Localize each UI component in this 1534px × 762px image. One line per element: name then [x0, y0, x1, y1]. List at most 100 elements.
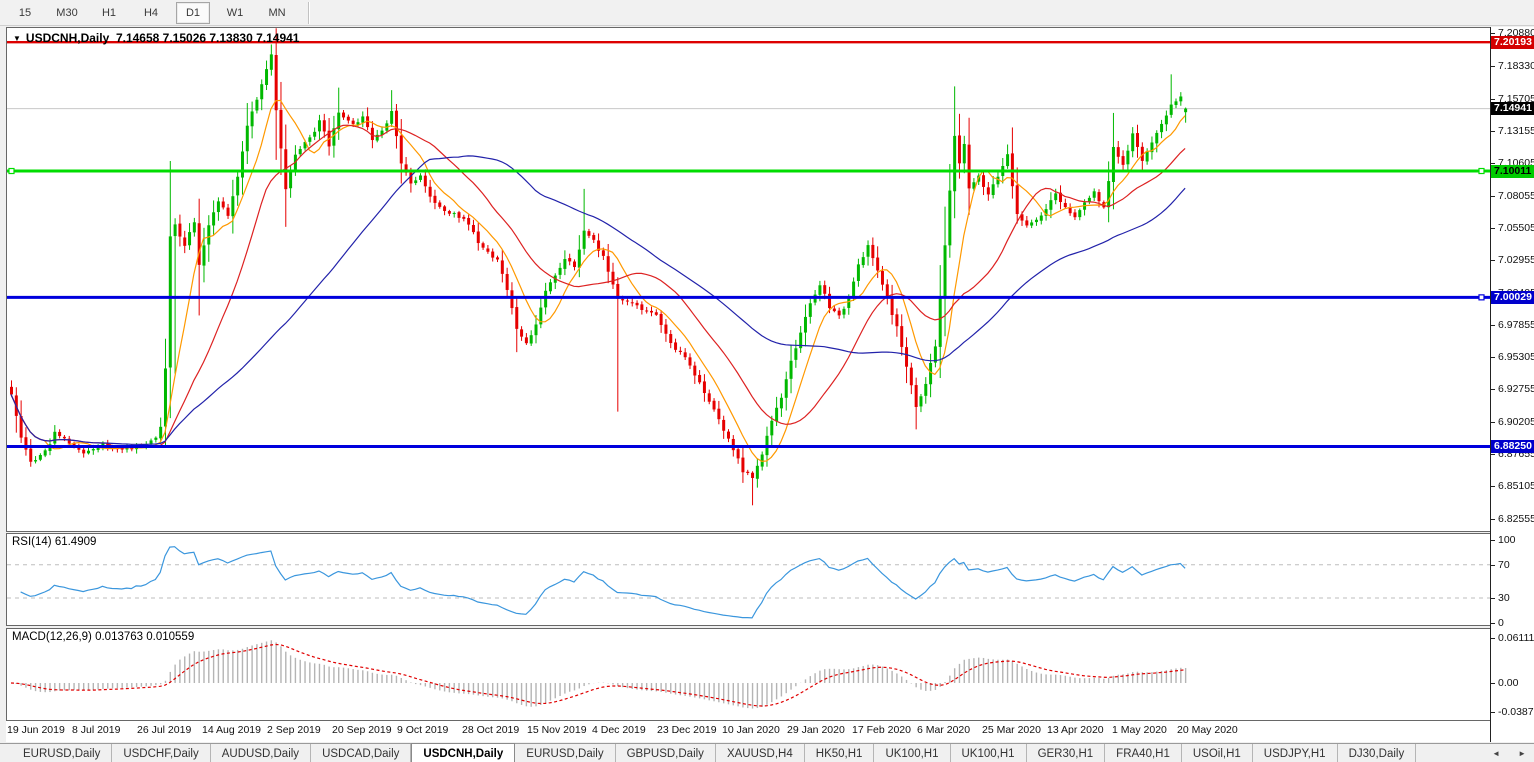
- candle-body: [746, 471, 750, 473]
- timeframe-button-MN[interactable]: MN: [268, 6, 286, 19]
- chart-tab-USDJPY-H1[interactable]: USDJPY,H1: [1253, 744, 1338, 762]
- axis-tick-label: 70: [1498, 559, 1510, 571]
- chart-tab-DJ30-Daily[interactable]: DJ30,Daily: [1338, 744, 1417, 762]
- candle-body: [1097, 192, 1101, 202]
- macd-pane[interactable]: MACD(12,26,9) 0.013763 0.010559: [6, 628, 1492, 721]
- chart-tab-GER30-H1[interactable]: GER30,H1: [1027, 744, 1106, 762]
- timeframe-button-15[interactable]: 15: [18, 6, 32, 19]
- candle-body: [895, 314, 899, 327]
- candle-body: [982, 175, 986, 187]
- candle-body: [500, 260, 504, 274]
- timeframe-button-D1[interactable]: D1: [176, 1, 210, 24]
- axis-tick-label: 0.00: [1498, 677, 1519, 689]
- candle-body: [361, 116, 365, 123]
- candle-body: [736, 449, 740, 459]
- candle-body: [991, 184, 995, 196]
- candle-body: [409, 172, 413, 184]
- candle-body: [1136, 133, 1140, 147]
- candle-body: [130, 447, 134, 450]
- candle-body: [178, 223, 182, 237]
- candle-body: [303, 142, 307, 149]
- candle-body: [438, 202, 442, 207]
- axis-tick-label: 7.05505: [1498, 222, 1534, 234]
- timeframe-button-W1[interactable]: W1: [226, 6, 244, 19]
- candle-body: [741, 457, 745, 473]
- candle-body: [1030, 222, 1034, 226]
- current-price-tag: 7.14941: [1491, 102, 1534, 115]
- candle-body: [625, 300, 629, 302]
- date-label: 15 Nov 2019: [527, 724, 587, 736]
- candle-body: [693, 365, 697, 376]
- candle-body: [664, 324, 668, 334]
- date-label: 26 Jul 2019: [137, 724, 192, 736]
- chart-tab-AUDUSD-Daily[interactable]: AUDUSD,Daily: [211, 744, 312, 762]
- date-axis[interactable]: 19 Jun 2019 8 Jul 2019 26 Jul 2019 14 Aug 2…: [6, 721, 1492, 742]
- candle-body: [125, 448, 129, 450]
- main-chart-pane[interactable]: ▼ USDCNH,Daily 7.14658 7.15026 7.13830 7.…: [6, 27, 1492, 532]
- main-chart-canvas[interactable]: [7, 28, 1491, 531]
- candle-body: [491, 251, 495, 258]
- price-axis[interactable]: 7.20880 7.18330 7.15705 7.13155 7.10605 7.080…: [1490, 27, 1534, 742]
- candle-body: [1044, 209, 1048, 216]
- candle-body: [467, 217, 471, 225]
- candle-body: [390, 111, 394, 124]
- candle-body: [1121, 156, 1125, 165]
- macd-canvas[interactable]: [7, 629, 1491, 720]
- candle-body: [419, 175, 423, 180]
- chart-tab-USDCHF-Daily[interactable]: USDCHF,Daily: [112, 744, 211, 762]
- candle-body: [837, 310, 841, 316]
- candle-body: [34, 460, 38, 462]
- chart-tab-UK100-H1[interactable]: UK100,H1: [951, 744, 1027, 762]
- candle-body: [784, 379, 788, 398]
- candle-body: [212, 212, 216, 226]
- candle-body: [933, 346, 937, 363]
- axis-tick-mark: [1491, 519, 1495, 520]
- date-label: 20 Sep 2019: [332, 724, 392, 736]
- candle-body: [943, 245, 947, 298]
- axis-tick-mark: [1491, 598, 1495, 599]
- chart-tab-USDCNH-Daily[interactable]: USDCNH,Daily: [411, 743, 516, 762]
- candle-body: [731, 438, 735, 451]
- chart-tab-XAUUSD-H4[interactable]: XAUUSD,H4: [716, 744, 805, 762]
- line-endpoint-marker[interactable]: [1478, 167, 1485, 175]
- candle-body: [611, 271, 615, 285]
- timeframe-button-H4[interactable]: H4: [143, 6, 159, 19]
- candle-body: [558, 267, 562, 275]
- chart-tab-EURUSD-Daily[interactable]: EURUSD,Daily: [12, 744, 113, 762]
- chart-tab-USDCAD-Daily[interactable]: USDCAD,Daily: [311, 744, 412, 762]
- candle-body: [621, 299, 625, 301]
- candle-body: [606, 256, 610, 272]
- axis-tick-mark: [1491, 357, 1495, 358]
- line-endpoint-marker[interactable]: [8, 167, 15, 175]
- chart-tab-FRA40-H1[interactable]: FRA40,H1: [1105, 744, 1182, 762]
- rsi-pane[interactable]: RSI(14) 61.4909: [6, 533, 1492, 626]
- candle-body: [1169, 104, 1173, 115]
- tab-scroll-left-icon[interactable]: ◄: [1492, 749, 1501, 758]
- axis-tick-mark: [1491, 325, 1495, 326]
- chart-tab-UK100-H1[interactable]: UK100,H1: [874, 744, 951, 762]
- tab-scroll-right-icon[interactable]: ►: [1518, 749, 1526, 758]
- candle-body: [221, 201, 225, 208]
- timeframe-button-H1[interactable]: H1: [101, 6, 117, 19]
- axis-tick-mark: [1491, 712, 1495, 713]
- chart-tab-HK50-H1[interactable]: HK50,H1: [805, 744, 875, 762]
- chart-tab-EURUSD-Daily[interactable]: EURUSD,Daily: [515, 744, 616, 762]
- candle-body: [1184, 108, 1188, 113]
- chart-tab-GBPUSD-Daily[interactable]: GBPUSD,Daily: [616, 744, 716, 762]
- candle-body: [635, 302, 639, 306]
- candle-body: [332, 128, 336, 146]
- timeframe-button-M30[interactable]: M30: [56, 6, 78, 19]
- candle-body: [1107, 181, 1111, 208]
- date-label: 19 Jun 2019: [7, 724, 65, 736]
- rsi-canvas[interactable]: [7, 534, 1491, 625]
- candle-body: [394, 110, 398, 137]
- candle-body: [573, 261, 577, 268]
- line-endpoint-marker[interactable]: [1478, 294, 1485, 301]
- collapse-triangle-icon[interactable]: ▼: [13, 34, 21, 43]
- candle-body: [832, 308, 836, 312]
- candle-body: [534, 324, 538, 336]
- axis-tick-label: 6.92755: [1498, 383, 1534, 395]
- candle-body: [520, 329, 524, 337]
- price-tag-7.10011: 7.10011: [1491, 165, 1534, 178]
- chart-tab-USOil-H1[interactable]: USOil,H1: [1182, 744, 1253, 762]
